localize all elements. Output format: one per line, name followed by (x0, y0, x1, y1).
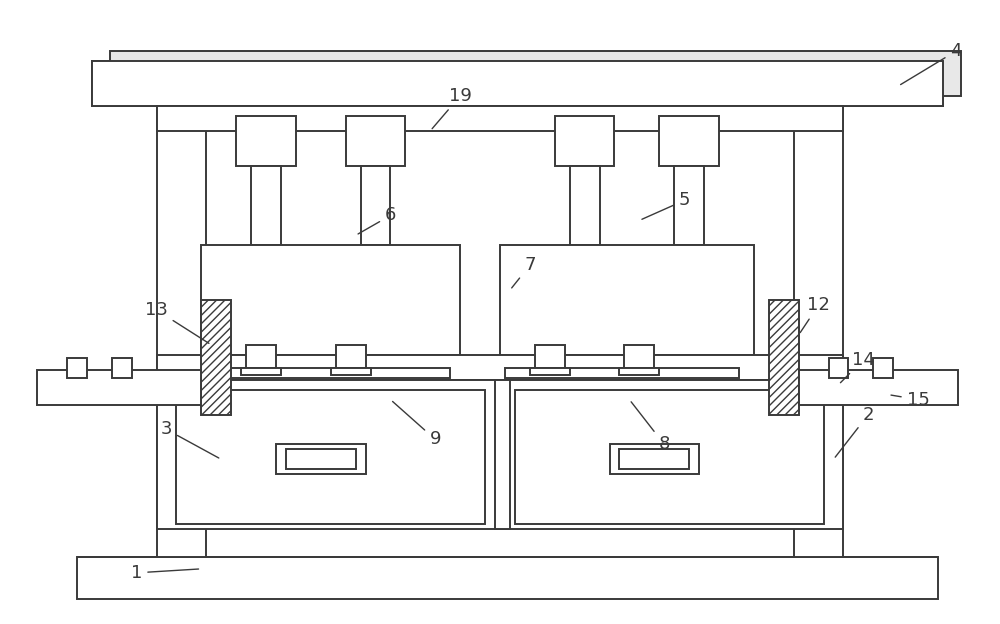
Bar (346, 116, 405, 165)
Bar (216, 368, 450, 378)
Text: 1: 1 (131, 564, 199, 582)
Bar (769, 300, 799, 414)
Bar (500, 245, 754, 355)
Bar (555, 116, 614, 165)
Text: 15: 15 (891, 391, 930, 409)
Text: 14: 14 (840, 351, 875, 383)
Bar (336, 345, 366, 368)
Bar (251, 165, 281, 245)
Text: 7: 7 (512, 256, 536, 288)
Bar (157, 355, 843, 379)
Bar (610, 444, 699, 474)
Bar (157, 101, 206, 557)
Bar (157, 106, 843, 131)
Bar (157, 379, 843, 529)
Bar (92, 61, 943, 106)
Bar (276, 444, 366, 474)
Text: 6: 6 (358, 207, 396, 234)
Bar (67, 358, 87, 378)
Bar (201, 245, 460, 355)
Text: 5: 5 (642, 192, 690, 219)
Bar (505, 368, 739, 378)
Bar (201, 300, 231, 414)
Bar (659, 116, 719, 165)
Bar (619, 368, 659, 375)
Bar (77, 557, 938, 598)
Bar (92, 61, 943, 106)
Text: 13: 13 (145, 301, 209, 343)
Bar (112, 358, 132, 378)
Bar (495, 379, 510, 529)
Bar (110, 51, 961, 96)
Text: 3: 3 (161, 421, 219, 458)
Bar (624, 345, 654, 368)
Bar (873, 358, 893, 378)
Bar (619, 449, 689, 469)
Bar (535, 345, 565, 368)
Bar (799, 370, 958, 404)
Bar (241, 368, 281, 375)
Text: 2: 2 (835, 406, 874, 457)
Bar (236, 116, 296, 165)
Bar (530, 368, 570, 375)
Text: 8: 8 (631, 402, 670, 454)
Text: 19: 19 (432, 87, 472, 129)
Bar (361, 165, 390, 245)
Bar (286, 449, 356, 469)
Bar (37, 370, 201, 404)
Bar (570, 165, 600, 245)
Bar (176, 389, 485, 524)
Bar (829, 358, 848, 378)
Bar (246, 345, 276, 368)
Text: 12: 12 (800, 296, 830, 333)
Text: 9: 9 (393, 401, 441, 449)
Bar (331, 368, 371, 375)
Bar (674, 165, 704, 245)
Bar (515, 389, 824, 524)
Bar (794, 101, 843, 557)
Text: 4: 4 (901, 42, 962, 85)
